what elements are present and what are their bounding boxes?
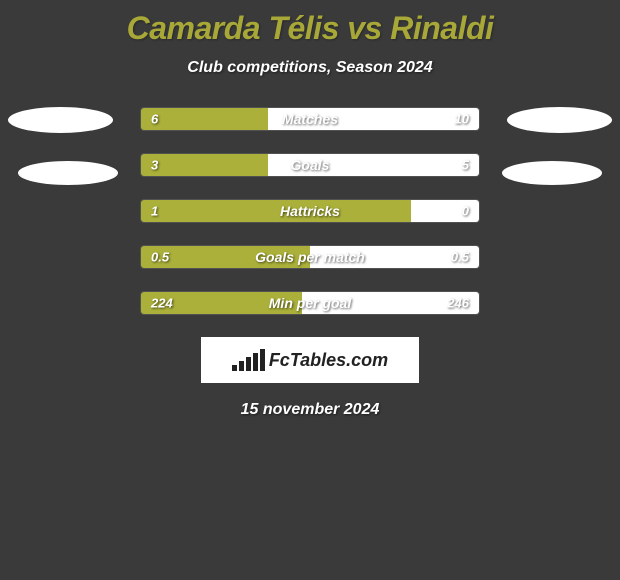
stats-area: 6 Matches 10 3 Goals 5 1 Hattricks 0 xyxy=(0,107,620,315)
logo-text: FcTables.com xyxy=(269,350,388,371)
stat-label: Goals per match xyxy=(255,249,365,265)
stat-value-left: 224 xyxy=(151,296,173,311)
page-title: Camarda Télis vs Rinaldi xyxy=(0,10,620,47)
stat-value-right: 0 xyxy=(462,204,469,219)
stat-row: 6 Matches 10 xyxy=(140,107,480,131)
player-left-avatar-placeholder xyxy=(8,107,113,133)
stat-bar-left xyxy=(141,200,411,222)
stat-bar-left xyxy=(141,154,268,176)
stat-rows: 6 Matches 10 3 Goals 5 1 Hattricks 0 xyxy=(140,107,480,315)
stat-row: 1 Hattricks 0 xyxy=(140,199,480,223)
logo-chart-icon xyxy=(232,349,265,371)
player-right-avatar-placeholder xyxy=(507,107,612,133)
stat-value-right: 5 xyxy=(462,158,469,173)
player-right-team-placeholder xyxy=(502,161,602,185)
stat-value-right: 0.5 xyxy=(451,250,469,265)
stat-value-left: 3 xyxy=(151,158,158,173)
stat-label: Matches xyxy=(282,111,338,127)
stat-value-right: 246 xyxy=(447,296,469,311)
subtitle: Club competitions, Season 2024 xyxy=(0,59,620,77)
player-left-team-placeholder xyxy=(18,161,118,185)
stat-label: Goals xyxy=(291,157,330,173)
stat-value-left: 0.5 xyxy=(151,250,169,265)
stat-value-left: 6 xyxy=(151,112,158,127)
stat-row: 0.5 Goals per match 0.5 xyxy=(140,245,480,269)
stat-row: 224 Min per goal 246 xyxy=(140,291,480,315)
stat-value-left: 1 xyxy=(151,204,158,219)
stat-row: 3 Goals 5 xyxy=(140,153,480,177)
date-label: 15 november 2024 xyxy=(0,401,620,419)
stat-value-right: 10 xyxy=(455,112,469,127)
stat-label: Min per goal xyxy=(269,295,351,311)
stat-label: Hattricks xyxy=(280,203,340,219)
infographic-container: Camarda Télis vs Rinaldi Club competitio… xyxy=(0,0,620,429)
stat-bar-left xyxy=(141,108,268,130)
logo-box: FcTables.com xyxy=(201,337,419,383)
